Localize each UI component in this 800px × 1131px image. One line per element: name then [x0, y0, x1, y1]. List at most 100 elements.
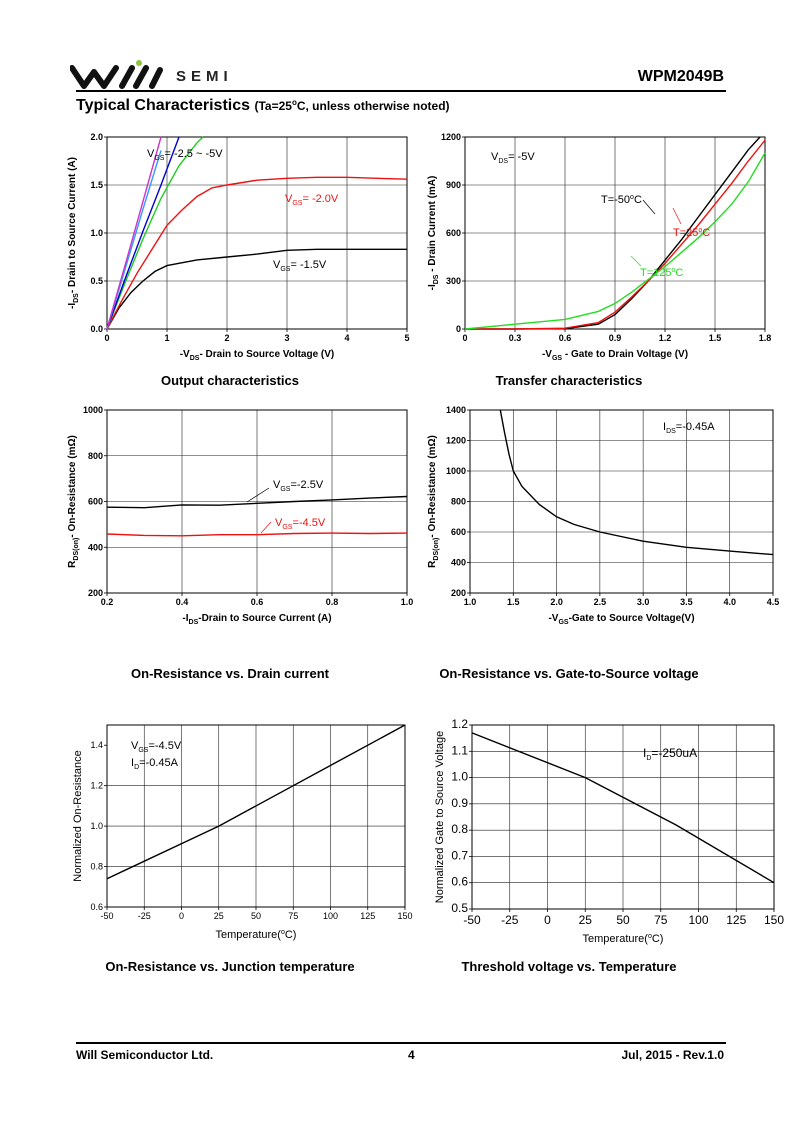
x-tick-label: -50: [100, 911, 113, 921]
caption-output: Output characteristics: [161, 373, 299, 388]
x-axis-label: Temperature(oC): [583, 933, 664, 945]
y-tick-label: 400: [88, 542, 103, 552]
x-tick-label: 4.0: [723, 597, 736, 607]
on-resistance-vs-gate-voltage-chart: 1.0 1.5 2.0 2.5 3.0 3.5 4.0 4.5 200 400 600 800 1000…: [427, 405, 779, 626]
y-tick-label: 200: [88, 588, 103, 598]
x-tick-label: 25: [214, 911, 224, 921]
caption-vth-temp: Threshold voltage vs. Temperature: [461, 959, 677, 974]
y-tick-label: 1.2: [451, 717, 468, 731]
x-tick-label: 100: [323, 911, 338, 921]
part-number: WPM2049B: [637, 68, 724, 85]
y-tick-label: 1.2: [90, 781, 103, 791]
x-tick-label: 0: [179, 911, 184, 921]
x-axis-label: -VDS- Drain to Source Voltage (V): [180, 349, 335, 362]
x-tick-label: 1: [164, 333, 169, 343]
y-tick-label: 0.5: [451, 901, 468, 915]
on-resistance-vs-drain-current-chart: 0.2 0.4 0.6 0.8 1.0 200 400 600 800 1000 -IDS-Drai…: [67, 405, 413, 626]
section-note-prefix: (Ta=25: [254, 99, 292, 113]
annotation-label: VGS= -2.0V: [285, 193, 339, 207]
y-tick-label: 1.0: [451, 770, 468, 784]
plot-frame: [106, 409, 408, 594]
annotation-leader: [642, 199, 656, 215]
y-tick-label: 1400: [446, 405, 466, 415]
plot-frame: [106, 136, 408, 330]
y-tick-label: 600: [446, 228, 461, 238]
y-tick-label: 1200: [441, 132, 461, 142]
x-tick-label: 50: [616, 913, 630, 927]
footer-page-number: 4: [408, 1048, 415, 1062]
annotation-leader: [260, 521, 272, 534]
x-tick-label: 1.0: [401, 597, 414, 607]
y-tick-label: 1000: [83, 405, 103, 415]
x-tick-label: 125: [360, 911, 375, 921]
plot-frame: [464, 136, 766, 330]
y-tick-label: 600: [88, 497, 103, 507]
transfer-characteristics-chart: 0 0.3 0.6 0.9 1.2 1.5 1.8 0 300 600 900 1200 -VGS - …: [427, 132, 771, 362]
section-note: (Ta=25oC, unless otherwise noted): [254, 98, 449, 113]
footer-rule: [76, 1042, 726, 1044]
y-tick-label: 800: [88, 451, 103, 461]
y-tick-label: 2.0: [90, 132, 103, 142]
annotation-label: T=25oC: [673, 227, 710, 239]
annotation-label: ID=-250uA: [643, 746, 697, 762]
plot-frame: [106, 724, 406, 908]
y-axis-label: Normalized On-Resistance: [72, 750, 84, 881]
y-tick-label: 0.8: [451, 822, 468, 836]
x-tick-label: 5: [404, 333, 409, 343]
y-tick-label: 1000: [446, 466, 466, 476]
y-tick-label: 0.6: [451, 875, 468, 889]
y-tick-label: 0.9: [451, 796, 468, 810]
series-line: [106, 248, 407, 330]
x-tick-label: 1.2: [659, 333, 672, 343]
will-semi-logo-icon: [70, 60, 163, 89]
y-tick-label: 200: [451, 588, 466, 598]
on-resistance-vs-temperature-chart: -50 -25 0 25 50 75 100 125 150 0.6 0.8 1.0 1.2 1.4 Tem…: [72, 724, 413, 941]
caption-ron-vgs: On-Resistance vs. Gate-to-Source voltage: [439, 666, 699, 681]
annotation-label: T=125oC: [640, 267, 683, 279]
annotation-leader: [246, 487, 270, 503]
footer-date-revision: Jul, 2015 - Rev.1.0: [621, 1048, 724, 1062]
y-tick-label: 900: [446, 180, 461, 190]
output-characteristics-chart: 0 1 2 3 4 5 0.0 0.5 1.0 1.5 2.0 -VDS- Drain to Sour…: [67, 132, 410, 362]
x-tick-label: 1.0: [464, 597, 477, 607]
x-tick-label: 4.5: [767, 597, 780, 607]
x-tick-label: 2: [224, 333, 229, 343]
y-axis-label: RDS(on)- On-Resistance (mΩ): [427, 435, 440, 568]
y-axis-label: RDS(on)- On-Resistance (mΩ): [67, 435, 80, 568]
x-tick-label: 75: [654, 913, 668, 927]
annotation-label: T=-50oC: [601, 194, 642, 206]
page-header: SEMI WPM2049B: [0, 0, 800, 100]
caption-ron-id: On-Resistance vs. Drain current: [131, 666, 329, 681]
y-tick-label: 0.6: [90, 902, 103, 912]
x-tick-label: 0.8: [326, 597, 339, 607]
annotation-leader: [630, 255, 642, 267]
x-tick-label: 0.6: [251, 597, 264, 607]
x-tick-label: 0.4: [176, 597, 189, 607]
series-line: [106, 176, 408, 330]
x-tick-label: 3: [284, 333, 289, 343]
x-tick-label: 1.8: [759, 333, 772, 343]
x-axis-label: Temperature(oC): [216, 929, 297, 941]
annotation-label: VGS= -2.5 ~ -5V: [147, 148, 223, 162]
series-line: [106, 532, 408, 537]
annotation-label: VGS= -1.5V: [273, 259, 327, 273]
annotation-label: IDS=-0.45A: [663, 421, 715, 435]
annotation-leader: [672, 207, 682, 225]
y-axis-label: -IDS - Drain Current (mA): [427, 176, 440, 291]
series-line: [499, 409, 774, 556]
series-line: [464, 152, 766, 330]
x-tick-label: -25: [138, 911, 151, 921]
y-tick-label: 1.0: [90, 821, 103, 831]
y-tick-label: 0.8: [90, 862, 103, 872]
series-line: [471, 732, 775, 884]
footer-company: Will Semiconductor Ltd.: [76, 1048, 214, 1062]
annotation-label: VGS=-2.5V: [273, 479, 324, 493]
y-tick-label: 400: [451, 558, 466, 568]
y-tick-label: 1200: [446, 436, 466, 446]
x-tick-label: 75: [288, 911, 298, 921]
x-tick-label: 0.3: [509, 333, 522, 343]
y-tick-label: 0.5: [90, 276, 103, 286]
x-tick-label: 2.0: [550, 597, 563, 607]
series-line: [106, 495, 408, 509]
x-tick-label: 2.5: [594, 597, 607, 607]
